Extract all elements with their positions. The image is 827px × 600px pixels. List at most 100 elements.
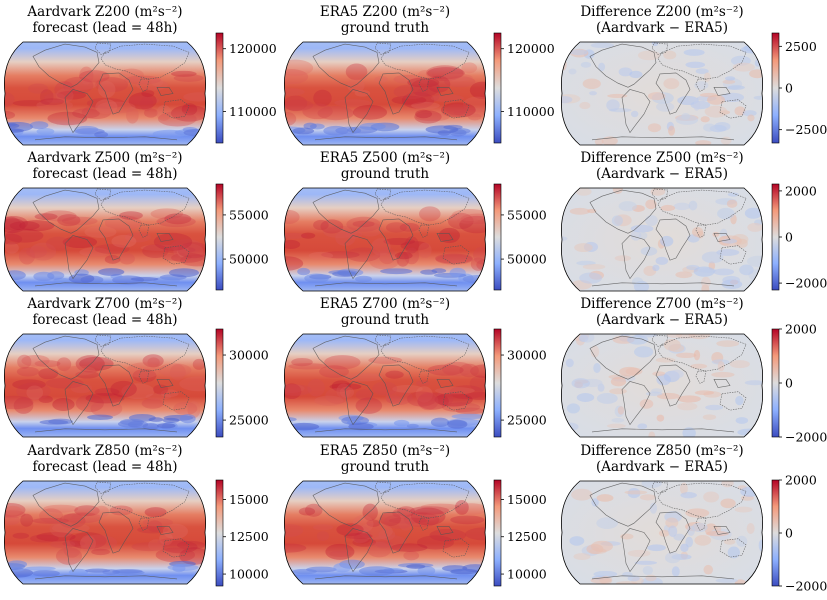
- coastline: [713, 87, 731, 96]
- map-outline: [284, 41, 486, 146]
- coastline: [719, 99, 747, 119]
- colorbar-tick-label: 0: [785, 230, 793, 245]
- coastline: [695, 224, 707, 238]
- colorbar-tick-label: 55000: [507, 207, 547, 222]
- coastline: [64, 381, 94, 426]
- colorbar-tick-label: 50000: [507, 252, 547, 267]
- map-field: [284, 188, 486, 291]
- coastline: [418, 78, 430, 92]
- coastline: [156, 87, 174, 96]
- coastline: [314, 428, 458, 433]
- coastline: [344, 381, 374, 426]
- panel-subtitle: (Aardvark − ERA5): [596, 312, 728, 328]
- coastline: [34, 136, 178, 141]
- coastline: [32, 189, 100, 234]
- panel-title: Aardvark Z200 (m²s⁻²): [26, 4, 182, 20]
- coastline: [442, 99, 470, 119]
- panel-subtitle: forecast (lead = 48h): [32, 20, 177, 36]
- coastline: [657, 189, 747, 226]
- coastline: [374, 42, 392, 55]
- panel-z700-truth: ERA5 Z700 (m²s⁻²)ground truth 30000 25000: [284, 296, 547, 438]
- colorbar: [215, 479, 224, 587]
- coastline: [719, 538, 747, 558]
- map-outline: [561, 41, 763, 146]
- colorbar-tick-label: 15000: [229, 492, 269, 507]
- colorbar-tick-label: 12500: [507, 529, 547, 544]
- coastline: [100, 482, 190, 519]
- coastline: [657, 43, 747, 80]
- coastline: [621, 381, 651, 426]
- colorbar-tick-label: 120000: [507, 41, 555, 56]
- map-outline: [561, 187, 763, 292]
- coastline: [98, 511, 134, 554]
- coastline: [64, 89, 94, 134]
- colorbar-tick-label: −2000: [785, 579, 827, 594]
- map-outline: [284, 333, 486, 438]
- colorbar-tick-label: 30000: [229, 348, 269, 363]
- colorbar-tick-label: 120000: [229, 41, 277, 56]
- coastline: [344, 235, 374, 280]
- coastline: [64, 235, 94, 280]
- coastline: [314, 136, 458, 141]
- colorbar-tick-label: 2000: [785, 322, 817, 337]
- coastline: [98, 364, 134, 407]
- coastline: [436, 233, 454, 242]
- coastline: [436, 526, 454, 535]
- panel-subtitle: forecast (lead = 48h): [32, 166, 177, 182]
- colorbar-tick-label: 2000: [785, 473, 817, 488]
- panel-z850-difference: Difference Z850 (m²s⁻²)(Aardvark − ERA5)…: [561, 443, 827, 594]
- coastline: [100, 189, 190, 226]
- coastline: [156, 379, 174, 388]
- panel-subtitle: ground truth: [341, 166, 430, 182]
- map-field: [4, 188, 206, 291]
- map-field: [284, 334, 486, 437]
- colorbar: [771, 328, 780, 438]
- colorbar-tick-label: 2000: [785, 183, 817, 198]
- colorbar: [493, 479, 502, 587]
- coastline: [719, 245, 747, 265]
- coastline: [621, 528, 651, 573]
- coastline: [378, 72, 414, 115]
- colorbar-tick-label: 10000: [507, 567, 547, 582]
- coastline: [138, 517, 150, 531]
- coastline: [695, 78, 707, 92]
- coastline: [695, 370, 707, 384]
- colorbar-tick-label: 12500: [229, 529, 269, 544]
- panel-z200-forecast: Aardvark Z200 (m²s⁻²)forecast (lead = 48…: [4, 4, 277, 146]
- panel-z200-difference: Difference Z200 (m²s⁻²)(Aardvark − ERA5)…: [561, 4, 827, 146]
- panel-title: ERA5 Z500 (m²s⁻²): [320, 150, 450, 166]
- coastline: [589, 335, 657, 380]
- colorbar-tick-label: 0: [785, 526, 793, 541]
- colorbar-tick-label: 55000: [229, 207, 269, 222]
- coastline: [32, 335, 100, 380]
- coastline: [380, 189, 470, 226]
- colorbar-tick-label: 25000: [229, 413, 269, 428]
- coastline: [589, 43, 657, 88]
- panel-title: ERA5 Z700 (m²s⁻²): [320, 296, 450, 312]
- colorbar: [493, 183, 502, 291]
- coastline: [436, 87, 454, 96]
- coastline: [32, 43, 100, 88]
- coastline: [312, 189, 380, 234]
- colorbar-tick-label: 10000: [229, 567, 269, 582]
- coastline: [138, 370, 150, 384]
- coastline: [621, 89, 651, 134]
- panel-z850-forecast: Aardvark Z850 (m²s⁻²)forecast (lead = 48…: [4, 443, 269, 587]
- colorbar-tick-label: −2500: [785, 122, 827, 137]
- coastline: [655, 364, 691, 407]
- panel-subtitle: (Aardvark − ERA5): [596, 459, 728, 475]
- map-outline: [4, 480, 206, 585]
- coastline: [713, 233, 731, 242]
- colorbar-tick-label: 25000: [507, 413, 547, 428]
- coastline: [34, 282, 178, 287]
- map-outline: [561, 333, 763, 438]
- colorbar-tick-label: 30000: [507, 348, 547, 363]
- panel-z500-forecast: Aardvark Z500 (m²s⁻²)forecast (lead = 48…: [4, 150, 269, 292]
- panel-z700-difference: Difference Z700 (m²s⁻²)(Aardvark − ERA5)…: [561, 296, 827, 445]
- coastline: [312, 335, 380, 380]
- coastline: [378, 218, 414, 261]
- map-field: [284, 481, 486, 584]
- coastline: [374, 334, 392, 347]
- coastline: [100, 43, 190, 80]
- coastline: [380, 335, 470, 372]
